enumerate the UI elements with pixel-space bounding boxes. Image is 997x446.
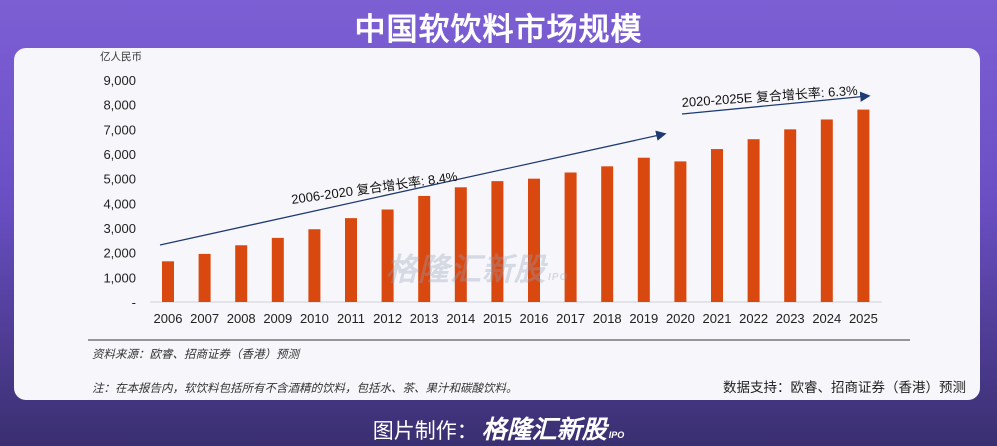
bar xyxy=(564,172,577,302)
x-tick-label: 2020 xyxy=(666,311,695,326)
x-tick-label: 2019 xyxy=(629,311,658,326)
bar xyxy=(820,119,833,302)
bar xyxy=(454,187,467,302)
bar xyxy=(857,109,870,302)
x-tick-label: 2013 xyxy=(410,311,439,326)
trend-arrow-2020-2025 xyxy=(681,91,871,115)
bar xyxy=(345,218,357,302)
bar-chart: 亿人民币 - 1,000 2,000 3,000 4,000 5,000 6,000 7,000… xyxy=(88,50,910,341)
bar xyxy=(784,129,797,302)
annotation-cagr-2006-2020: 2006-2020 复合增长率: 8.4% xyxy=(290,169,459,207)
bar xyxy=(674,161,687,302)
x-tick-label: 2023 xyxy=(776,311,805,326)
watermark: 格隆汇新股 IPO xyxy=(386,244,568,289)
chart-card: 亿人民币 - 1,000 2,000 3,000 4,000 5,000 6,000 7,000… xyxy=(14,48,980,400)
bar xyxy=(271,237,284,302)
x-tick-label: 2010 xyxy=(300,311,329,326)
data-support-note: 数据支持：欧睿、招商证券（香港）预测 xyxy=(723,380,966,395)
x-tick-label: 2012 xyxy=(373,311,402,326)
bar xyxy=(747,139,760,302)
y-tick-label: 2,000 xyxy=(103,246,136,261)
watermark-brand: 格隆汇新股 xyxy=(386,252,546,287)
bar xyxy=(235,245,248,302)
x-tick-label: 2009 xyxy=(263,311,292,326)
x-tick-label: 2025 xyxy=(849,311,878,326)
bar xyxy=(381,209,394,302)
y-tick-label: 8,000 xyxy=(103,98,136,113)
y-tick-label: 6,000 xyxy=(103,147,136,162)
bar xyxy=(162,261,174,302)
x-tick-label: 2014 xyxy=(446,311,475,326)
bar xyxy=(601,166,614,302)
x-tick-label: 2022 xyxy=(739,311,768,326)
x-tick-label: 2006 xyxy=(154,311,183,326)
x-tick-label: 2017 xyxy=(556,311,585,326)
bar xyxy=(198,253,211,302)
y-unit-label: 亿人民币 xyxy=(100,50,142,63)
x-tick-label: 2011 xyxy=(337,311,365,326)
page-title: 中国软饮料市场规模 xyxy=(354,12,643,47)
footer-prefix: 图片制作： xyxy=(372,420,478,443)
y-tick-label: 9,000 xyxy=(103,73,136,88)
y-tick-label: - xyxy=(132,295,136,310)
source-note: 资料来源：欧睿、招商证券（香港）预测 xyxy=(92,347,299,361)
footnote: 注：在本报告内，软饮料包括所有不含酒精的饮料，包括水、茶、果汁和碳酸饮料。 xyxy=(92,381,518,395)
x-tick-label: 2024 xyxy=(812,311,841,326)
x-tick-label: 2021 xyxy=(703,311,732,326)
x-tick-label: 2018 xyxy=(593,311,622,326)
footer-ipo: IPO xyxy=(608,430,625,440)
footer-credit: 图片制作： 格隆汇新股 IPO xyxy=(0,410,997,446)
bar xyxy=(637,157,650,302)
bar xyxy=(418,195,431,302)
x-tick-label: 2015 xyxy=(483,311,512,326)
bar xyxy=(308,229,321,302)
y-tick-label: 4,000 xyxy=(103,196,136,211)
x-tick-label: 2008 xyxy=(227,311,256,326)
bar xyxy=(528,178,540,302)
watermark-ipo: IPO xyxy=(548,272,569,283)
trend-arrow-2006-2020 xyxy=(159,130,667,246)
x-tick-label: 2016 xyxy=(520,311,549,326)
y-tick-label: 5,000 xyxy=(103,172,136,187)
y-tick-label: 3,000 xyxy=(103,221,136,236)
bar xyxy=(711,149,723,302)
x-tick-label: 2007 xyxy=(190,311,219,326)
y-tick-label: 1,000 xyxy=(103,270,136,285)
y-tick-label: 7,000 xyxy=(103,122,136,137)
footer-brand: 格隆汇新股 xyxy=(481,416,607,444)
bar xyxy=(491,181,504,302)
